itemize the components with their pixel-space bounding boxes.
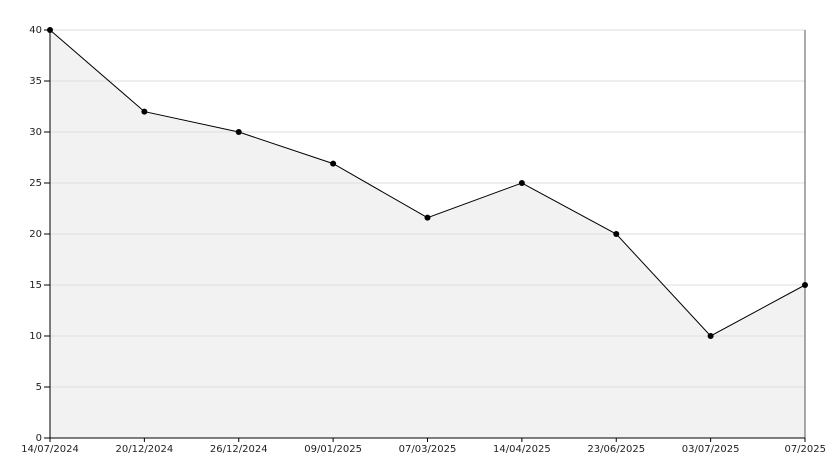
point	[518, 180, 525, 186]
point	[707, 333, 714, 339]
x-tick-label: 20/12/2024	[116, 444, 174, 455]
point	[802, 282, 808, 288]
y-tick-label: 15	[29, 280, 42, 291]
point	[47, 27, 53, 33]
x-tick-label: 26/12/2024	[210, 444, 268, 455]
point	[424, 214, 431, 221]
x-tick-label: 07/2025	[784, 444, 826, 455]
x-tick-label: 07/03/2025	[399, 444, 457, 455]
y-tick-label: 0	[36, 433, 42, 444]
point	[141, 108, 148, 115]
point	[330, 160, 337, 167]
y-tick-label: 5	[36, 382, 42, 393]
x-tick-label: 14/04/2025	[493, 444, 551, 455]
x-tick-label: 09/01/2025	[304, 444, 362, 455]
point	[235, 129, 242, 135]
x-tick-label: 23/06/2025	[587, 444, 645, 455]
y-tick-label: 25	[29, 178, 42, 189]
x-tick-label: 14/07/2024	[21, 444, 79, 455]
point	[613, 231, 620, 237]
y-tick-label: 30	[29, 127, 42, 138]
y-tick-label: 40	[29, 25, 42, 36]
x-tick-label: 03/07/2025	[682, 444, 740, 455]
y-tick-label: 20	[29, 229, 42, 240]
y-tick-label: 35	[29, 76, 42, 87]
y-tick-label: 10	[29, 331, 42, 342]
